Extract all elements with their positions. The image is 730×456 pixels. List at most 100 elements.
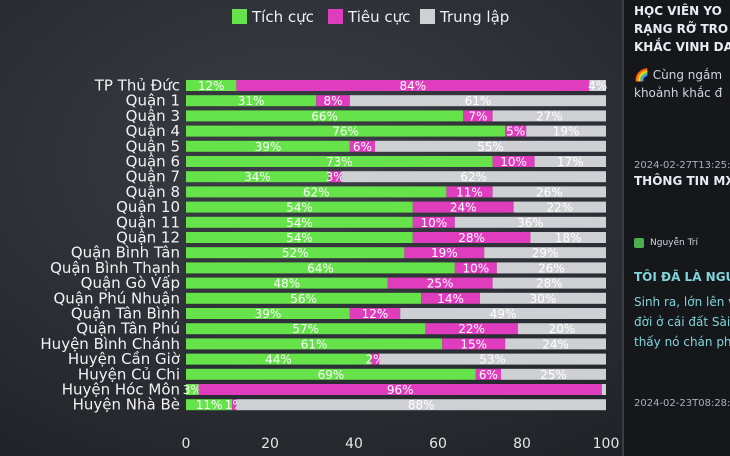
data-label: 18% [555,231,582,245]
bar-segment-trung-lap [375,140,606,152]
bar-segment-tich-cuc [186,338,443,350]
bar-segment-tieu-cuc [198,384,602,395]
rainbow-icon: 🌈 [634,68,649,82]
sentiment-chart: Tích cực Tiêu cực Trung lập 12% 84% 4%31% 8% 6… [40,8,620,452]
category-label: Quận Bình Tân [71,244,180,262]
bar-segment-trung-lap [589,80,606,91]
bar-segment-tich-cuc [186,140,350,152]
bar-segment-tieu-cuc [349,140,375,152]
data-label: 19% [553,125,580,139]
data-label: 28% [536,277,563,291]
body-line: khoảnh khắc đ [634,86,723,100]
bar-segment-trung-lap [454,216,606,228]
chart-legend: Tích cực Tiêu cực Trung lập [232,8,509,26]
legend-label-tieu-cuc: Tiêu cực [347,8,410,26]
category-label: Quận 3 [126,107,180,125]
data-label: 19% [431,246,458,260]
timestamp: 2024-02-23T08:28:37 [634,398,730,409]
data-label: 10% [462,261,489,275]
bar-segment-tieu-cuc [349,308,401,319]
bar-segment-tieu-cuc [421,292,480,304]
data-label: 10% [420,216,447,230]
bar-segment-tieu-cuc [387,277,493,289]
bar-segment-trung-lap [492,277,606,289]
headline-line: KHẮC VINH DA [634,40,730,54]
data-label: 22% [458,322,485,336]
bar-segment-trung-lap [513,201,606,213]
body-line: Cùng ngắm [652,68,723,82]
bar-segment-tich-cuc [186,262,455,274]
post-line: đời ở cái đất Sài G [634,315,730,329]
data-label: 25% [540,368,567,382]
category-label: Quận 4 [126,122,180,140]
data-label: 10% [500,155,527,169]
category-label: Huyện Nhà Bè [73,396,180,414]
data-label: 96% [387,383,414,397]
bar-segment-tich-cuc [186,353,371,365]
bar-segment-tich-cuc [186,323,426,335]
news-headline[interactable]: HỌC VIÊN YO RẠNG RỠ TRO KHẮC VINH DA [634,2,730,56]
data-label: 53% [479,353,506,367]
category-label: Quận Phú Nhuận [53,289,180,307]
data-label: 14% [437,292,464,306]
bar-segment-trung-lap [236,399,606,411]
category-label: Quận 6 [126,153,180,171]
category-label: Quận 12 [116,229,180,247]
data-label: 31% [238,94,265,108]
section-title: THÔNG TIN MXH [634,174,730,188]
bar-segment-tich-cuc [186,292,422,304]
category-label: Huyện Hóc Môn [62,381,180,399]
legend-swatch-tieu-cuc [328,9,343,24]
bar-segment-trung-lap [480,292,606,304]
bar-segment-tieu-cuc [463,110,493,122]
category-label: Quận 7 [126,168,180,186]
category-label: Quận 8 [126,183,180,201]
data-label: 49% [490,307,517,321]
category-label: Huyện Bình Chánh [40,335,180,353]
data-label: 7% [468,109,487,123]
headline-line: HỌC VIÊN YO [634,4,722,18]
category-label: TP Thủ Đức [94,77,180,95]
data-label: 66% [311,109,338,123]
bar-segment-tich-cuc [186,277,388,289]
post-title[interactable]: TÔI ĐÃ LÀ NGƯỜI [634,270,730,284]
post-line: thấy nó chán phèo [634,335,730,349]
bar-segment-tieu-cuc [442,338,506,350]
bar-segment-tich-cuc [186,232,413,243]
bar-segment-tieu-cuc [232,399,237,411]
legend-label-tich-cuc: Tích cực [251,8,314,26]
bar-segment-trung-lap [484,247,606,259]
category-label: Quận 10 [116,198,180,216]
bar-segment-trung-lap [601,384,606,395]
x-tick-label: 100 [593,436,620,452]
data-label: 24% [542,337,569,351]
bar-segment-trung-lap [496,262,606,274]
bar-segment-trung-lap [526,125,606,137]
bar-segment-trung-lap [400,308,606,319]
x-tick-label: 80 [513,436,531,452]
bar-segment-tieu-cuc [236,80,590,91]
x-axis: 0 20 40 60 80 100 [182,436,620,452]
data-label: 36% [517,216,544,230]
bar-segment-tieu-cuc [370,353,380,365]
data-label: 69% [318,368,345,382]
bar-segment-tich-cuc [186,216,413,228]
data-label: 39% [255,140,282,154]
data-label: 3% [183,383,202,397]
data-label: 62% [460,170,487,184]
bar-segment-tieu-cuc [412,216,455,228]
category-label: Quận Bình Thạnh [50,259,180,277]
bar-segment-tieu-cuc [475,368,501,380]
data-label: 4% [588,79,607,93]
author-row[interactable]: Nguyễn Trí [634,238,730,248]
category-label: Huyện Cần Giờ [68,350,181,368]
x-tick-label: 40 [345,436,363,452]
data-label: 17% [557,155,584,169]
data-label: 48% [273,277,300,291]
bar-segment-tieu-cuc [412,232,531,243]
data-label: 20% [549,322,576,336]
data-label: 54% [286,231,313,245]
timestamp: 2024-02-27T13:25:2 [634,160,730,171]
category-label: Huyện Củ Chi [78,365,180,383]
bar-segment-tieu-cuc [446,186,493,198]
